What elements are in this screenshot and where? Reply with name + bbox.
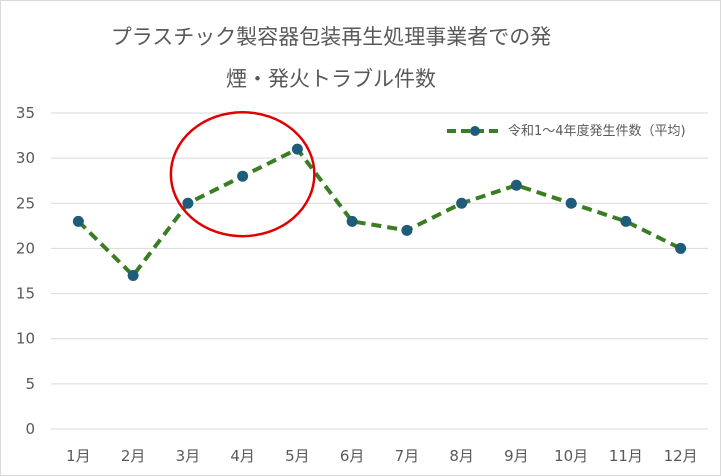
x-tick-label: 10月: [554, 447, 588, 465]
x-tick-label: 12月: [664, 447, 698, 465]
x-tick-label: 4月: [230, 447, 255, 465]
x-tick-label: 9月: [504, 447, 529, 465]
x-tick-label: 11月: [609, 447, 643, 465]
highlight-ellipse: [169, 110, 316, 238]
data-point-3月: [182, 197, 194, 209]
data-point-6月: [346, 215, 358, 227]
y-tick-label: 25: [16, 194, 35, 212]
x-tick-label: 2月: [121, 447, 146, 465]
y-tick-label: 30: [16, 149, 35, 167]
chart-title-line-1: プラスチック製容器包装再生処理事業者での発: [110, 25, 552, 49]
legend: 令和1～4年度発生件数（平均): [447, 123, 686, 139]
legend-marker-swatch: [470, 126, 480, 136]
data-point-1月: [72, 215, 84, 227]
data-point-10月: [565, 197, 577, 209]
x-tick-label: 8月: [449, 447, 474, 465]
series-line: [76, 147, 682, 278]
y-tick-label: 0: [25, 420, 35, 438]
data-point-9月: [510, 179, 522, 191]
data-point-7月: [401, 224, 413, 236]
chart-title-line-2: 煙・発火トラブル件数: [226, 67, 436, 91]
y-tick-label: 35: [16, 104, 35, 122]
data-point-4月: [237, 170, 249, 182]
data-point-11月: [620, 215, 632, 227]
data-point-12月: [675, 242, 687, 254]
y-tick-label: 15: [16, 285, 35, 303]
data-point-5月: [291, 143, 303, 155]
y-tick-label: 5: [25, 375, 35, 393]
x-tick-label: 5月: [285, 447, 310, 465]
x-tick-label: 3月: [176, 447, 201, 465]
x-tick-label: 6月: [340, 447, 365, 465]
x-tick-label: 7月: [395, 447, 420, 465]
data-point-2月: [127, 270, 139, 282]
legend-label: 令和1～4年度発生件数（平均): [508, 123, 686, 139]
y-tick-label: 10: [16, 330, 35, 348]
data-point-8月: [456, 197, 468, 209]
y-tick-label: 20: [16, 239, 35, 257]
x-tick-label: 1月: [66, 447, 91, 465]
